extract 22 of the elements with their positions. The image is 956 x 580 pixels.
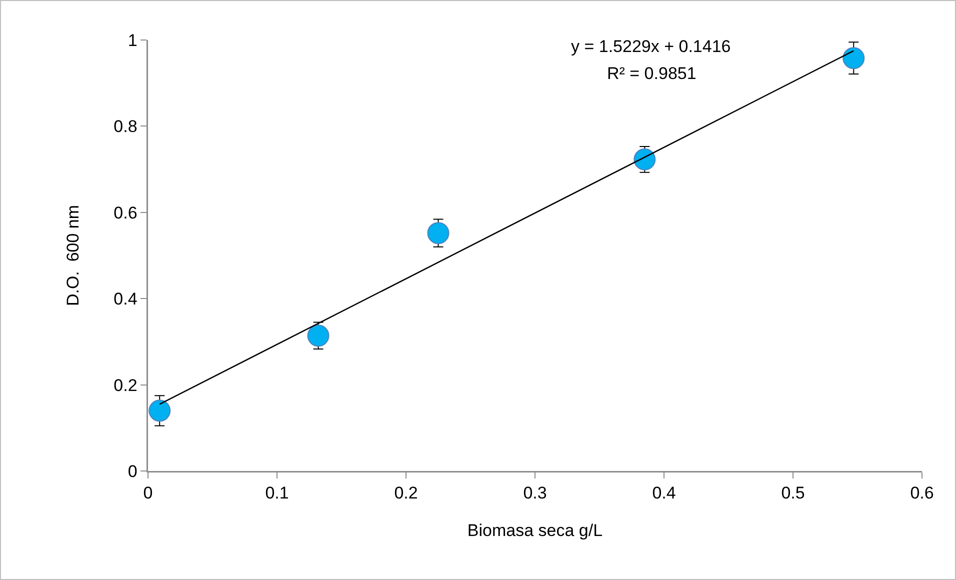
- y-tick-label: 0.8: [114, 117, 138, 136]
- x-tick-label: 0.4: [652, 484, 676, 503]
- annotation: R² = 0.9851: [607, 64, 696, 83]
- x-tick-label: 0.3: [523, 484, 547, 503]
- x-tick-label: 0: [143, 484, 153, 503]
- y-tick-label: 0: [128, 462, 138, 481]
- point: [307, 324, 330, 347]
- y-tick-label: 1: [128, 30, 138, 50]
- point: [427, 222, 450, 244]
- x-axis-title: Biomasa seca g/L: [467, 520, 603, 540]
- x-tick-label: 0.2: [394, 484, 418, 503]
- point: [842, 47, 865, 70]
- y-tick-label: 0.6: [114, 203, 138, 222]
- point: [634, 148, 656, 170]
- point: [148, 400, 171, 422]
- x-tick-label: 0.1: [265, 484, 289, 503]
- y-tick-label: 0.2: [114, 376, 138, 395]
- x-tick-label: 0.6: [910, 484, 934, 503]
- y-axis-title: D.O. 600 nm: [63, 204, 82, 306]
- y-tick-label: 0.4: [114, 290, 138, 309]
- x-tick-label: 0.5: [781, 484, 805, 503]
- annotation: y = 1.5229x + 0.1416: [571, 37, 731, 56]
